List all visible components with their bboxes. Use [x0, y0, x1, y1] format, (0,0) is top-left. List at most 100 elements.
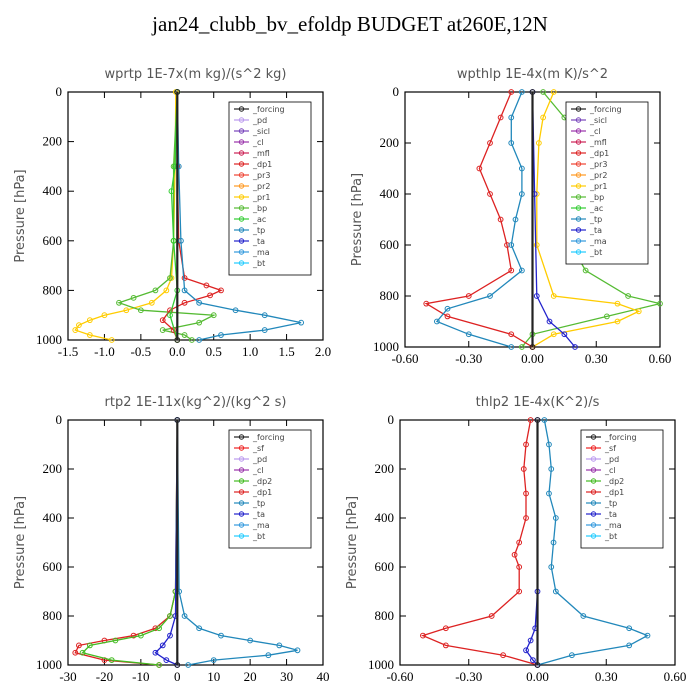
legend-marker	[238, 106, 245, 112]
data-point	[508, 267, 515, 274]
legend-label: _dp2	[604, 477, 624, 486]
x-tick-label: 1.0	[242, 344, 258, 359]
legend-marker	[575, 161, 582, 167]
data-point	[218, 332, 224, 338]
legend-marker	[238, 456, 245, 462]
data-point	[72, 327, 79, 333]
legend-marker	[238, 511, 245, 517]
data-point	[487, 293, 493, 299]
data-point	[550, 539, 557, 546]
legend-marker	[575, 238, 582, 244]
data-point	[546, 441, 552, 448]
legend-label: _ac	[252, 215, 266, 224]
data-point	[156, 662, 162, 668]
data-point	[181, 275, 188, 281]
data-point	[540, 89, 547, 95]
legend-marker	[590, 456, 597, 462]
data-point	[548, 466, 555, 472]
data-point	[247, 637, 254, 644]
data-point	[152, 287, 159, 294]
series-line	[74, 91, 177, 341]
data-point	[420, 632, 426, 639]
series-line	[81, 419, 178, 666]
legend-marker	[575, 249, 582, 255]
legend-label: _pr3	[589, 160, 607, 169]
data-point	[523, 490, 529, 497]
data-point	[188, 337, 195, 343]
data-point	[614, 300, 621, 307]
data-point	[550, 89, 557, 95]
x-tick-label: -1.0	[94, 344, 115, 359]
series-line	[532, 91, 641, 348]
data-point	[116, 299, 122, 306]
data-point	[546, 490, 552, 497]
legend-label: _tp	[252, 499, 265, 508]
series-line	[176, 91, 302, 341]
data-point	[130, 294, 137, 301]
data-point	[508, 331, 515, 338]
data-point	[265, 652, 272, 659]
data-point	[170, 237, 177, 244]
legend-label: _ta	[252, 510, 265, 519]
data-point	[476, 165, 483, 172]
legend-marker	[238, 117, 245, 123]
legend-marker	[238, 161, 245, 167]
legend-marker	[238, 205, 245, 211]
x-tick-label: 0.5	[206, 344, 222, 359]
data-point	[137, 632, 144, 639]
data-point	[261, 312, 268, 319]
data-point	[130, 632, 137, 639]
data-point	[101, 312, 108, 319]
data-point	[163, 287, 170, 294]
data-point	[123, 307, 130, 314]
legend-marker	[238, 194, 245, 200]
legend-label: _dp1	[604, 488, 624, 497]
legend-label: _forcing	[604, 433, 637, 442]
data-point	[561, 331, 568, 338]
data-point	[137, 307, 144, 314]
data-point	[603, 313, 610, 320]
data-point	[568, 652, 575, 659]
data-point	[112, 637, 119, 644]
data-point	[582, 267, 589, 274]
data-point	[516, 539, 523, 546]
series-line	[169, 91, 178, 341]
series-line	[176, 419, 298, 666]
data-point	[79, 649, 86, 656]
x-tick-label: 2.0	[315, 344, 331, 359]
legend-marker	[238, 434, 245, 440]
data-point	[625, 293, 632, 299]
data-point	[76, 322, 82, 329]
data-point	[203, 282, 210, 289]
legend-marker	[238, 500, 245, 506]
data-point	[196, 319, 203, 326]
legend-label: _pr1	[589, 182, 607, 191]
legend-label: _ta	[604, 510, 617, 519]
data-point	[518, 267, 525, 274]
y-tick-label: 0	[56, 412, 63, 427]
data-point	[614, 318, 621, 325]
data-point	[178, 237, 184, 244]
data-point	[523, 515, 529, 521]
legend-label: _mfl	[252, 149, 270, 158]
legend-label: _dp1	[252, 488, 272, 497]
legend-marker	[238, 260, 245, 266]
data-point	[508, 89, 515, 95]
data-point	[167, 613, 173, 619]
legend-marker	[238, 445, 245, 451]
data-point	[218, 287, 224, 294]
data-point	[196, 625, 203, 632]
legend-marker	[238, 183, 245, 189]
plot-frame	[67, 91, 324, 341]
y-tick-label: 600	[43, 233, 63, 248]
legend-marker	[590, 478, 597, 484]
legend-marker	[575, 128, 582, 134]
legend-label: _ma	[604, 521, 622, 530]
data-point	[626, 625, 633, 632]
legend-marker	[590, 522, 597, 528]
series-line	[424, 91, 533, 348]
y-tick-label: 400	[375, 510, 395, 525]
data-point	[86, 317, 93, 324]
series-line	[74, 419, 178, 666]
data-point	[511, 551, 518, 558]
